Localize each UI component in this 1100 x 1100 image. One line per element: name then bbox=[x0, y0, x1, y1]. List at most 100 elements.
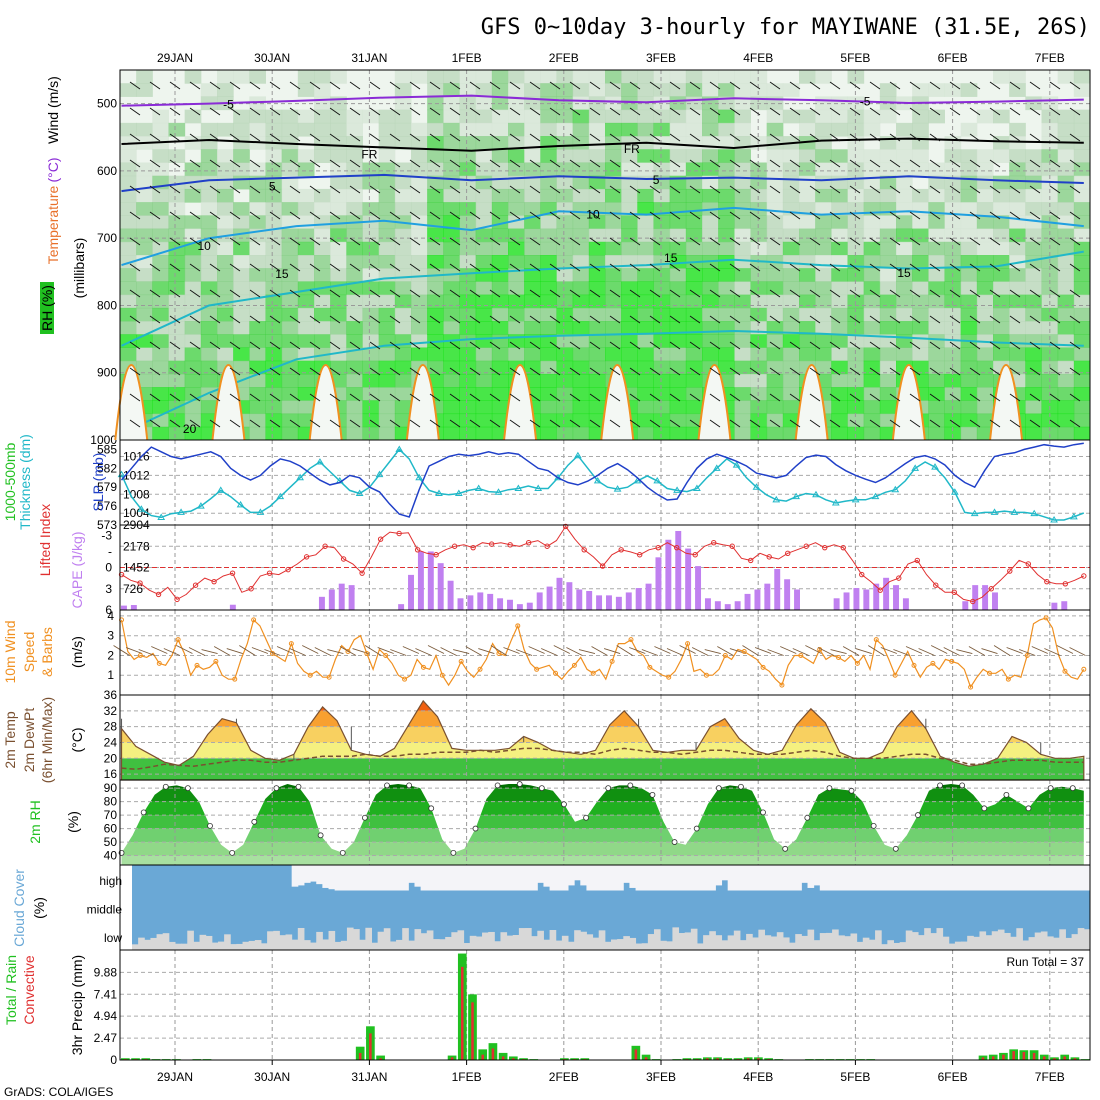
humidity-cell bbox=[394, 83, 412, 97]
wind-barb bbox=[309, 159, 321, 168]
wind-barb bbox=[909, 159, 921, 168]
wind-barb bbox=[603, 648, 621, 654]
wind-barb bbox=[489, 263, 501, 272]
wind-barb bbox=[669, 159, 681, 168]
humidity-cell bbox=[136, 321, 153, 335]
wind-speed-marker bbox=[477, 666, 483, 672]
humidity-cell bbox=[475, 255, 493, 269]
wind-barb bbox=[509, 367, 521, 376]
humidity-cell bbox=[362, 268, 380, 282]
wind-barb bbox=[269, 211, 281, 220]
humidity-cell bbox=[1057, 149, 1075, 163]
humidity-cell bbox=[572, 228, 590, 243]
high-cloud-gap bbox=[911, 865, 919, 891]
low-cloud-gap bbox=[795, 934, 802, 950]
lifted-index-marker bbox=[525, 540, 532, 546]
wind-barb bbox=[229, 367, 241, 376]
humidity-cell bbox=[427, 347, 444, 362]
wind-barb bbox=[669, 341, 681, 350]
humidity-cell bbox=[896, 281, 913, 296]
humidity-cell bbox=[556, 202, 574, 216]
low-cloud-gap bbox=[285, 934, 293, 950]
wind-barb bbox=[269, 185, 281, 194]
humidity-cell bbox=[831, 268, 848, 282]
humidity-cell bbox=[928, 175, 945, 190]
wind-barb bbox=[817, 647, 835, 656]
wind-barb bbox=[329, 107, 341, 116]
humidity-cell bbox=[459, 70, 477, 84]
wind-barb bbox=[249, 81, 261, 90]
humidity-cell bbox=[976, 387, 994, 401]
wind-barb bbox=[589, 263, 601, 272]
humidity-cell bbox=[605, 281, 622, 296]
cloud-layer-label: low bbox=[104, 931, 122, 945]
high-cloud-gap bbox=[973, 865, 980, 891]
thickness-marker bbox=[573, 451, 582, 459]
humidity-cell bbox=[863, 228, 881, 243]
humidity-cell bbox=[1041, 321, 1059, 335]
wind-speed-marker bbox=[760, 664, 766, 670]
low-cloud-gap bbox=[1053, 937, 1060, 950]
humidity-cell bbox=[540, 294, 557, 309]
low-cloud-gap bbox=[451, 932, 458, 950]
thickness-marker bbox=[474, 484, 483, 491]
humidity-cell bbox=[572, 426, 590, 441]
wind-speed-marker bbox=[288, 641, 294, 647]
humidity-cell bbox=[605, 268, 622, 282]
humidity-cell bbox=[540, 122, 557, 137]
low-cloud-gap bbox=[979, 931, 987, 950]
humidity-cell bbox=[1073, 321, 1091, 335]
humidity-cell bbox=[572, 188, 590, 203]
convective-precip-bar bbox=[706, 1058, 709, 1060]
humidity-cell bbox=[330, 294, 347, 309]
wind-barb bbox=[669, 211, 681, 220]
humidity-cell bbox=[799, 215, 816, 230]
humidity-cell bbox=[411, 202, 428, 216]
humidity-cell bbox=[394, 387, 412, 401]
lifted-index-marker bbox=[248, 586, 254, 592]
humidity-cell bbox=[718, 122, 735, 137]
humidity-cell bbox=[330, 334, 347, 348]
wind-barb bbox=[549, 393, 561, 402]
humidity-cell bbox=[540, 347, 557, 362]
humidity-cell bbox=[152, 360, 169, 375]
humidity-cell bbox=[944, 202, 962, 216]
humidity-cell bbox=[653, 334, 671, 348]
wind-barb bbox=[489, 315, 501, 324]
humidity-cell bbox=[1057, 215, 1075, 230]
humidity-cell bbox=[346, 122, 363, 137]
ylabel-rh: RH (%) bbox=[39, 285, 55, 331]
humidity-cell bbox=[217, 83, 234, 97]
humidity-cell bbox=[588, 83, 606, 97]
humidity-cell bbox=[459, 215, 477, 230]
wind-barb bbox=[1069, 263, 1081, 272]
low-cloud-gap bbox=[611, 939, 618, 950]
humidity-cell bbox=[346, 413, 363, 428]
humidity-cell bbox=[669, 373, 687, 388]
humidity-cell bbox=[863, 387, 881, 401]
humidity-cell bbox=[863, 268, 881, 282]
wind-barb bbox=[169, 159, 181, 168]
convective-precip-bar bbox=[1073, 1058, 1077, 1060]
wind-speed-marker bbox=[571, 662, 577, 668]
humidity-cell bbox=[556, 215, 574, 230]
isotherm-line bbox=[121, 137, 1084, 152]
humidity-cell bbox=[346, 400, 363, 415]
humidity-cell bbox=[508, 109, 525, 124]
humidity-cell bbox=[297, 241, 315, 256]
wind-speed-marker bbox=[779, 682, 785, 688]
wind-barb bbox=[769, 133, 781, 142]
humidity-cell bbox=[184, 215, 202, 230]
humidity-cell bbox=[1073, 215, 1091, 230]
humidity-cell bbox=[443, 83, 460, 97]
wind-barb bbox=[949, 263, 961, 272]
humidity-cell bbox=[637, 241, 654, 256]
humidity-cell bbox=[540, 387, 557, 401]
wind-barb bbox=[929, 393, 941, 402]
temp-tick: 28 bbox=[104, 720, 118, 734]
wind-barb bbox=[276, 646, 294, 654]
wind-barb bbox=[809, 393, 821, 402]
cape-bar bbox=[675, 530, 682, 610]
humidity-cell bbox=[1025, 281, 1042, 296]
humidity-cell bbox=[459, 136, 477, 150]
